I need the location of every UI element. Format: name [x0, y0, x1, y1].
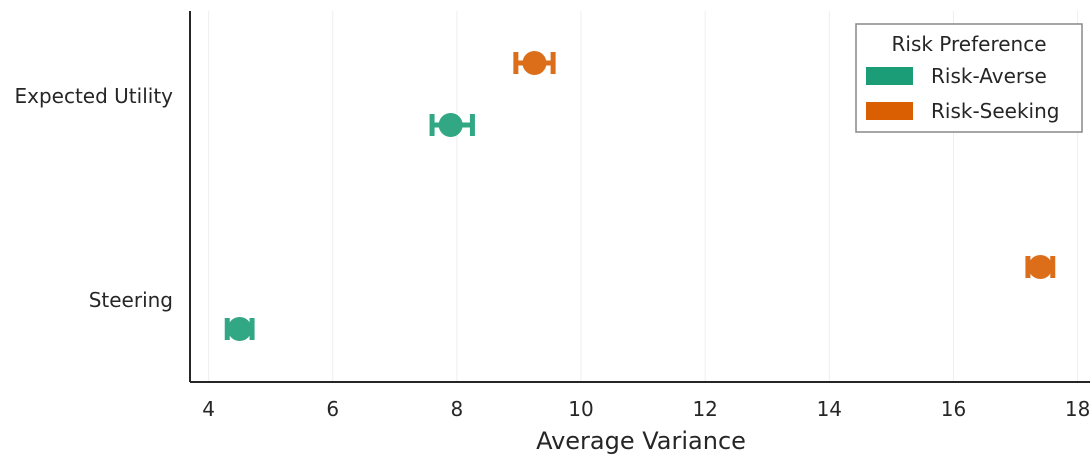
x-tick-label: 12: [692, 397, 717, 421]
legend-swatch: [866, 102, 913, 120]
data-point-risk-seeking: [513, 51, 556, 75]
data-marks: [224, 51, 1056, 341]
x-tick-label: 16: [941, 397, 966, 421]
y-tick-label: Expected Utility: [15, 84, 174, 108]
point-marker: [438, 113, 463, 137]
legend-label: Risk-Seeking: [931, 99, 1060, 123]
legend: Risk Preference Risk-Averse Risk-Seeking: [855, 23, 1083, 133]
legend-swatch: [866, 67, 913, 85]
x-tick-labels: 4 6 8 10 12 14 16 18: [202, 397, 1090, 421]
data-point-risk-averse: [429, 113, 475, 137]
data-point-risk-seeking: [1025, 255, 1056, 279]
x-axis-title: Average Variance: [536, 427, 746, 455]
y-tick-label: Steering: [89, 288, 173, 312]
point-marker: [227, 317, 252, 341]
legend-items: Risk-Averse Risk-Seeking: [866, 64, 1060, 123]
x-tick-label: 8: [451, 397, 464, 421]
x-tick-label: 6: [326, 397, 339, 421]
y-tick-labels: Expected Utility Steering: [15, 84, 174, 312]
data-point-risk-averse: [224, 317, 255, 341]
point-marker: [1028, 255, 1053, 279]
point-marker: [522, 51, 547, 75]
x-tick-label: 14: [817, 397, 842, 421]
legend-label: Risk-Averse: [931, 64, 1047, 88]
axes-layer: [189, 11, 1090, 383]
x-tick-label: 10: [568, 397, 593, 421]
x-tick-label: 4: [202, 397, 215, 421]
x-tick-label: 18: [1065, 397, 1090, 421]
legend-title: Risk Preference: [891, 32, 1046, 56]
